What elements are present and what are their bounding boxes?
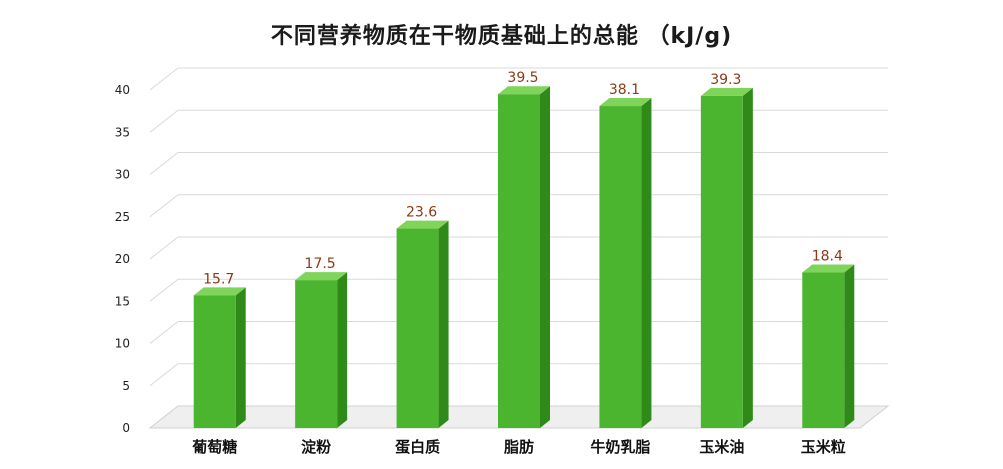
grid-diagonal [149, 321, 179, 344]
bar [599, 106, 642, 429]
bar-top [396, 220, 449, 229]
data-label: 23.6 [406, 205, 437, 221]
bar-side [844, 264, 855, 428]
y-tick-label: 15 [115, 294, 130, 308]
bar [700, 95, 743, 428]
y-tick-label: 35 [115, 125, 130, 139]
data-label: 38.1 [609, 82, 640, 98]
bar-top [700, 87, 753, 96]
bar [295, 280, 338, 428]
bar-top [295, 272, 348, 281]
data-label: 17.5 [305, 256, 336, 272]
bar-side [337, 272, 348, 428]
bar-top [802, 264, 855, 273]
y-tick-label: 10 [115, 337, 130, 351]
bar [802, 272, 845, 428]
data-label: 39.5 [507, 70, 538, 86]
bar [396, 228, 439, 428]
grid-diagonal [149, 278, 179, 302]
y-tick-label: 5 [122, 379, 130, 393]
y-tick-label: 20 [115, 252, 130, 266]
chart-title: 不同营养物质在干物质基础上的总能 （kJ/g) [270, 24, 733, 49]
bar-top [599, 98, 652, 107]
data-label: 15.7 [203, 271, 234, 287]
grid-diagonal [149, 67, 179, 91]
y-tick-label: 25 [115, 210, 130, 224]
bar [498, 94, 540, 428]
bar-top [193, 287, 246, 296]
grid-diagonal [149, 236, 179, 260]
data-label: 18.4 [812, 249, 843, 265]
bar-side [742, 87, 753, 428]
data-label: 39.3 [710, 72, 741, 88]
bar-side [235, 287, 246, 428]
x-tick-label: 牛奶乳脂 [590, 438, 650, 456]
grid-diagonal [149, 363, 179, 387]
bar-top [498, 86, 550, 95]
y-tick-label: 30 [115, 168, 130, 182]
x-tick-label: 玉米油 [699, 438, 744, 456]
y-tick-label: 0 [122, 421, 130, 435]
x-tick-label: 葡萄糖 [191, 438, 237, 456]
bar-side [641, 98, 652, 429]
x-tick-label: 脂肪 [504, 438, 534, 456]
bar-side [540, 86, 550, 428]
bar-side [438, 220, 449, 428]
grid-diagonal [149, 109, 179, 133]
grid-diagonal [149, 152, 179, 175]
x-tick-label: 玉米粒 [801, 438, 846, 456]
grid-diagonal [149, 194, 179, 218]
y-tick-label: 40 [115, 83, 130, 97]
x-tick-label: 淀粉 [301, 438, 331, 456]
x-tick-label: 蛋白质 [395, 438, 440, 456]
bar [193, 295, 236, 428]
